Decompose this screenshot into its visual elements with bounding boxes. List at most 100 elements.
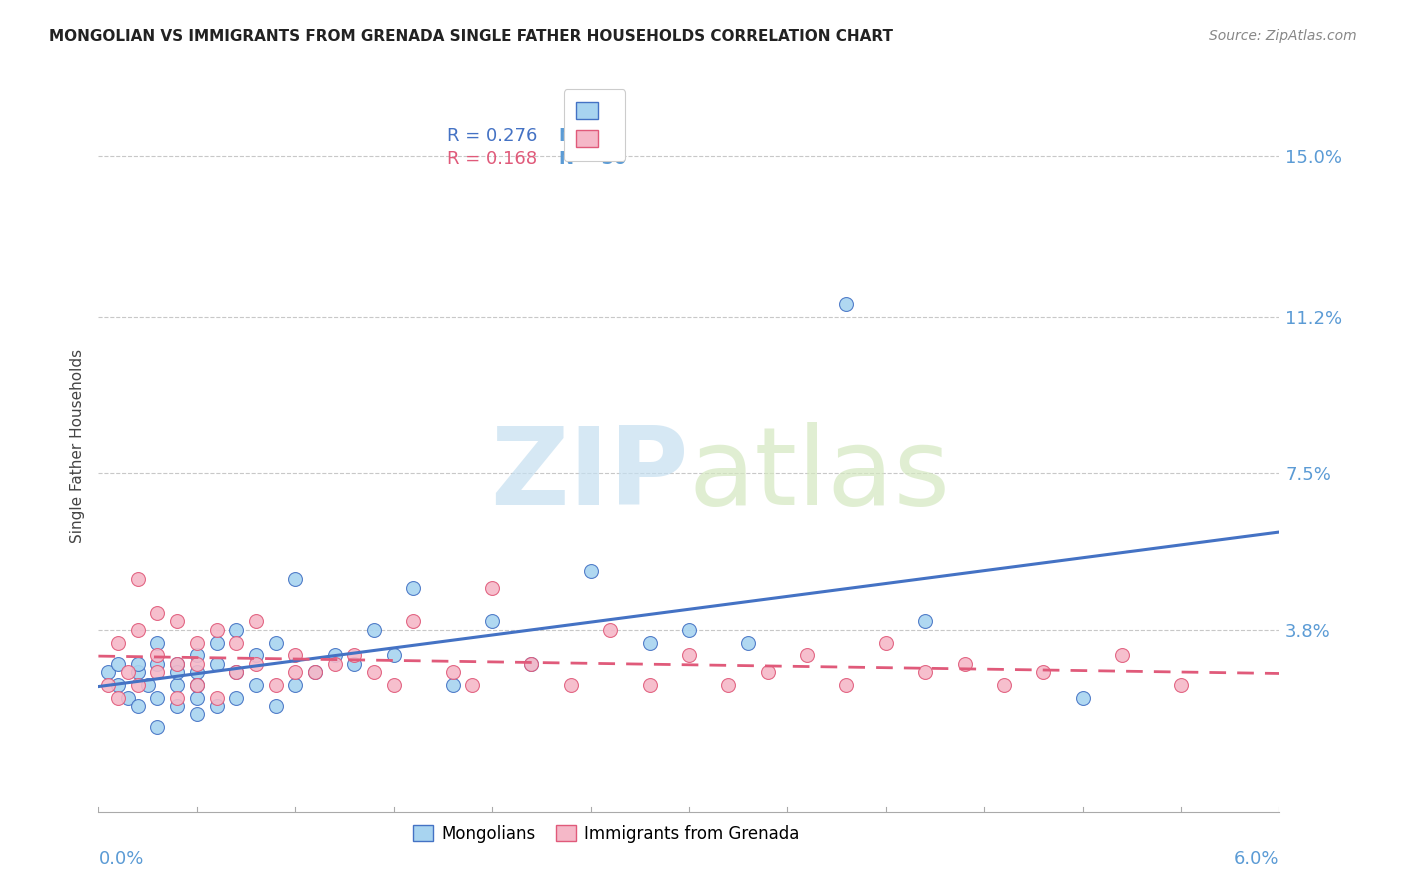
Point <box>186 635 208 649</box>
Point <box>166 690 188 705</box>
Point <box>186 648 208 663</box>
Point <box>875 635 897 649</box>
Point <box>953 657 976 671</box>
Point <box>127 665 149 680</box>
Point <box>166 678 188 692</box>
Text: atlas: atlas <box>689 422 950 528</box>
Point <box>914 615 936 629</box>
Point <box>97 678 120 692</box>
Point <box>304 665 326 680</box>
Point <box>186 678 208 692</box>
Point <box>146 690 169 705</box>
Point <box>402 615 425 629</box>
Point <box>835 678 858 692</box>
Point <box>117 665 139 680</box>
Point <box>323 648 346 663</box>
Text: 6.0%: 6.0% <box>1234 850 1279 868</box>
Point <box>146 657 169 671</box>
Point <box>284 665 307 680</box>
Point <box>166 657 188 671</box>
Point <box>186 657 208 671</box>
Point <box>796 648 818 663</box>
Point <box>245 615 267 629</box>
Text: R = 0.276: R = 0.276 <box>447 127 537 145</box>
Point <box>97 665 120 680</box>
Point <box>205 635 228 649</box>
Point <box>441 678 464 692</box>
Point <box>284 678 307 692</box>
Point <box>304 665 326 680</box>
Point <box>599 623 621 637</box>
Point <box>481 615 503 629</box>
Point <box>638 678 661 692</box>
Point <box>127 572 149 586</box>
Text: ZIP: ZIP <box>491 422 689 528</box>
Point <box>107 678 129 692</box>
Point <box>343 648 366 663</box>
Point <box>678 623 700 637</box>
Point <box>520 657 543 671</box>
Point <box>186 665 208 680</box>
Point <box>363 623 385 637</box>
Point <box>1071 690 1094 705</box>
Point <box>1032 665 1054 680</box>
Point <box>245 678 267 692</box>
Point <box>166 615 188 629</box>
Point <box>146 720 169 734</box>
Point <box>205 657 228 671</box>
Point <box>402 581 425 595</box>
Text: N = 49: N = 49 <box>560 127 627 145</box>
Point <box>127 623 149 637</box>
Point <box>127 657 149 671</box>
Text: MONGOLIAN VS IMMIGRANTS FROM GRENADA SINGLE FATHER HOUSEHOLDS CORRELATION CHART: MONGOLIAN VS IMMIGRANTS FROM GRENADA SIN… <box>49 29 893 44</box>
Y-axis label: Single Father Households: Single Father Households <box>70 349 86 543</box>
Point <box>245 648 267 663</box>
Point <box>117 690 139 705</box>
Point <box>186 707 208 722</box>
Point <box>166 657 188 671</box>
Point <box>835 297 858 311</box>
Point <box>166 665 188 680</box>
Text: N = 50: N = 50 <box>560 150 627 168</box>
Point <box>127 699 149 714</box>
Point <box>579 564 602 578</box>
Point <box>323 657 346 671</box>
Point <box>146 606 169 620</box>
Point <box>107 690 129 705</box>
Point <box>146 665 169 680</box>
Point <box>107 657 129 671</box>
Point <box>363 665 385 680</box>
Point <box>461 678 484 692</box>
Point <box>638 635 661 649</box>
Point <box>166 699 188 714</box>
Point <box>520 657 543 671</box>
Point <box>225 635 247 649</box>
Point <box>127 678 149 692</box>
Point <box>756 665 779 680</box>
Text: 0.0%: 0.0% <box>98 850 143 868</box>
Point <box>382 648 405 663</box>
Point <box>284 648 307 663</box>
Point <box>225 690 247 705</box>
Point <box>993 678 1015 692</box>
Point <box>225 623 247 637</box>
Point <box>382 678 405 692</box>
Point <box>205 690 228 705</box>
Point <box>205 623 228 637</box>
Point <box>136 678 159 692</box>
Point <box>1170 678 1192 692</box>
Point <box>264 635 287 649</box>
Point <box>264 678 287 692</box>
Point <box>146 648 169 663</box>
Legend: Mongolians, Immigrants from Grenada: Mongolians, Immigrants from Grenada <box>405 816 807 851</box>
Text: R = 0.168: R = 0.168 <box>447 150 537 168</box>
Point <box>146 635 169 649</box>
Point <box>560 678 582 692</box>
Point <box>245 657 267 671</box>
Point <box>264 699 287 714</box>
Point <box>441 665 464 680</box>
Point <box>284 572 307 586</box>
Point <box>678 648 700 663</box>
Point <box>186 678 208 692</box>
Text: Source: ZipAtlas.com: Source: ZipAtlas.com <box>1209 29 1357 43</box>
